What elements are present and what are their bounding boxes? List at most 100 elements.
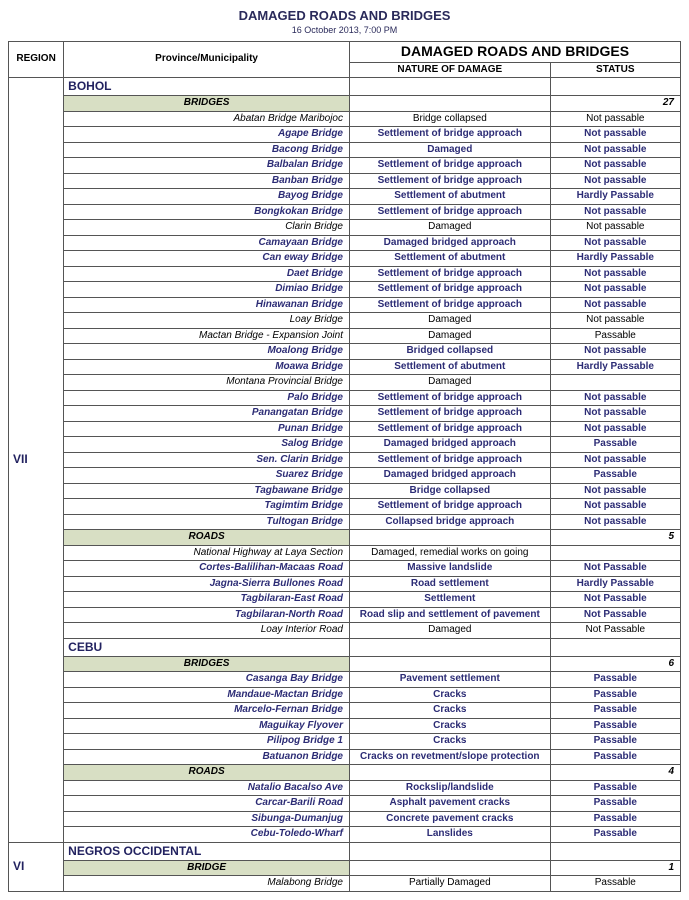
- item-name: Moawa Bridge: [64, 359, 350, 375]
- item-name: Cortes-Balilihan-Macaas Road: [64, 561, 350, 577]
- item-status: Not passable: [550, 499, 680, 515]
- item-name: National Highway at Laya Section: [64, 545, 350, 561]
- category-label: BRIDGE: [64, 860, 350, 876]
- item-name: Punan Bridge: [64, 421, 350, 437]
- item-name: Loay Bridge: [64, 313, 350, 329]
- page-title: DAMAGED ROADS AND BRIDGES: [8, 8, 681, 23]
- item-name: Salog Bridge: [64, 437, 350, 453]
- item-status: Not passable: [550, 452, 680, 468]
- province-name: NEGROS OCCIDENTAL: [64, 842, 350, 860]
- item-nature: Cracks: [350, 718, 551, 734]
- item-status: Passable: [550, 811, 680, 827]
- item-nature: Lanslides: [350, 827, 551, 843]
- item-name: Camayaan Bridge: [64, 235, 350, 251]
- item-name: Pilipog Bridge 1: [64, 734, 350, 750]
- item-nature: Damaged: [350, 375, 551, 391]
- header-region: REGION: [9, 42, 64, 78]
- category-count: 4: [550, 765, 680, 781]
- item-status: Hardly Passable: [550, 251, 680, 267]
- item-status: Not passable: [550, 220, 680, 236]
- item-nature: Settlement of bridge approach: [350, 499, 551, 515]
- item-name: Tagbawane Bridge: [64, 483, 350, 499]
- item-status: Passable: [550, 796, 680, 812]
- province-name: BOHOL: [64, 78, 350, 96]
- item-status: Not passable: [550, 235, 680, 251]
- item-name: Malabong Bridge: [64, 876, 350, 892]
- item-name: Tagbilaran-East Road: [64, 592, 350, 608]
- item-nature: Pavement settlement: [350, 672, 551, 688]
- item-nature: Settlement of bridge approach: [350, 204, 551, 220]
- item-nature: Concrete pavement cracks: [350, 811, 551, 827]
- category-label: BRIDGES: [64, 656, 350, 672]
- item-status: Not passable: [550, 344, 680, 360]
- item-nature: Settlement of bridge approach: [350, 421, 551, 437]
- item-name: Can eway Bridge: [64, 251, 350, 267]
- category-count: 27: [550, 96, 680, 112]
- item-nature: Settlement of abutment: [350, 359, 551, 375]
- item-name: Casanga Bay Bridge: [64, 672, 350, 688]
- item-name: Agape Bridge: [64, 127, 350, 143]
- item-name: Hinawanan Bridge: [64, 297, 350, 313]
- item-status: Passable: [550, 703, 680, 719]
- item-nature: Settlement: [350, 592, 551, 608]
- item-nature: Rockslip/landslide: [350, 780, 551, 796]
- item-nature: Cracks: [350, 703, 551, 719]
- item-status: Passable: [550, 827, 680, 843]
- header-group: DAMAGED ROADS AND BRIDGES: [350, 42, 681, 63]
- item-nature: Asphalt pavement cracks: [350, 796, 551, 812]
- header-nature: NATURE OF DAMAGE: [350, 62, 551, 78]
- item-nature: Massive landslide: [350, 561, 551, 577]
- item-nature: Settlement of bridge approach: [350, 297, 551, 313]
- item-nature: Damaged: [350, 328, 551, 344]
- item-name: Mactan Bridge - Expansion Joint: [64, 328, 350, 344]
- item-status: Not passable: [550, 406, 680, 422]
- item-name: Tultogan Bridge: [64, 514, 350, 530]
- item-name: Panangatan Bridge: [64, 406, 350, 422]
- item-name: Natalio Bacalso Ave: [64, 780, 350, 796]
- item-name: Bayog Bridge: [64, 189, 350, 205]
- category-label: BRIDGES: [64, 96, 350, 112]
- header-province: Province/Municipality: [64, 42, 350, 78]
- item-name: Bongkokan Bridge: [64, 204, 350, 220]
- item-nature: Settlement of bridge approach: [350, 390, 551, 406]
- item-nature: Bridged collapsed: [350, 344, 551, 360]
- item-status: Not Passable: [550, 592, 680, 608]
- item-status: Not passable: [550, 483, 680, 499]
- category-count: 1: [550, 860, 680, 876]
- item-status: Passable: [550, 437, 680, 453]
- item-status: Not passable: [550, 127, 680, 143]
- item-name: Dimiao Bridge: [64, 282, 350, 298]
- item-nature: Damaged: [350, 313, 551, 329]
- table-body: VIIBOHOLBRIDGES27Abatan Bridge Maribojoc…: [9, 78, 681, 892]
- item-nature: Collapsed bridge approach: [350, 514, 551, 530]
- item-nature: Settlement of abutment: [350, 251, 551, 267]
- item-status: [550, 375, 680, 391]
- item-status: Not passable: [550, 514, 680, 530]
- item-nature: Settlement of bridge approach: [350, 127, 551, 143]
- item-nature: Damaged bridged approach: [350, 437, 551, 453]
- item-nature: Damaged bridged approach: [350, 235, 551, 251]
- item-nature: Damaged: [350, 142, 551, 158]
- item-nature: Cracks on revetment/slope protection: [350, 749, 551, 765]
- item-nature: Cracks: [350, 734, 551, 750]
- item-status: Not passable: [550, 111, 680, 127]
- category-count: 5: [550, 530, 680, 546]
- item-name: Jagna-Sierra Bullones Road: [64, 576, 350, 592]
- item-nature: Road settlement: [350, 576, 551, 592]
- item-nature: Settlement of abutment: [350, 189, 551, 205]
- item-name: Suarez Bridge: [64, 468, 350, 484]
- item-nature: Settlement of bridge approach: [350, 452, 551, 468]
- item-nature: Cracks: [350, 687, 551, 703]
- item-status: Not passable: [550, 297, 680, 313]
- item-name: Tagbilaran-North Road: [64, 607, 350, 623]
- item-status: Passable: [550, 672, 680, 688]
- region-cell: VII: [9, 78, 64, 843]
- item-status: Hardly Passable: [550, 189, 680, 205]
- item-name: Cebu-Toledo-Wharf: [64, 827, 350, 843]
- item-nature: Settlement of bridge approach: [350, 266, 551, 282]
- category-label: ROADS: [64, 530, 350, 546]
- item-name: Sibunga-Dumanjug: [64, 811, 350, 827]
- item-name: Loay Interior Road: [64, 623, 350, 639]
- item-name: Maguikay Flyover: [64, 718, 350, 734]
- item-name: Moalong Bridge: [64, 344, 350, 360]
